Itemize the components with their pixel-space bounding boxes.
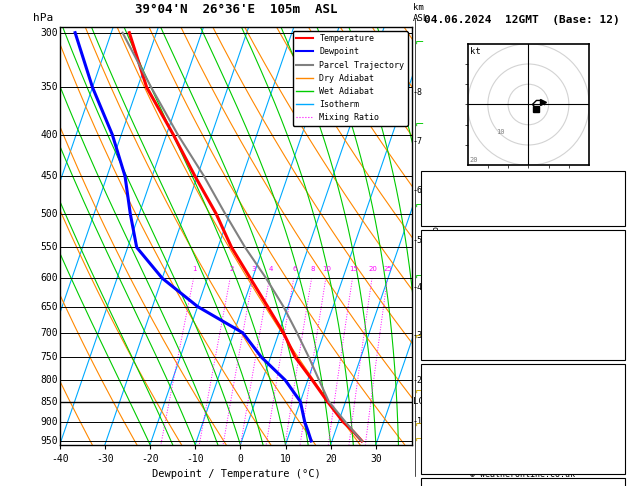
Text: CIN (J): CIN (J): [426, 461, 464, 469]
Text: 1: 1: [192, 266, 197, 272]
Text: Hodograph: Hodograph: [496, 483, 550, 486]
Text: K: K: [426, 176, 432, 185]
Text: -7: -7: [413, 137, 423, 146]
Text: 400: 400: [41, 130, 58, 139]
Text: Lifted Index: Lifted Index: [426, 424, 491, 433]
Text: © weatheronline.co.uk: © weatheronline.co.uk: [470, 469, 574, 479]
Text: ⌐: ⌐: [415, 39, 425, 49]
Text: -2: -2: [610, 309, 621, 318]
Text: 332: 332: [604, 291, 621, 299]
Legend: Temperature, Dewpoint, Parcel Trajectory, Dry Adiabat, Wet Adiabat, Isotherm, Mi: Temperature, Dewpoint, Parcel Trajectory…: [293, 31, 408, 125]
Text: 800: 800: [41, 375, 58, 385]
Text: -8: -8: [413, 88, 423, 97]
Text: θₑ(K): θₑ(K): [426, 291, 454, 299]
Text: 350: 350: [41, 82, 58, 92]
Text: 450: 450: [41, 171, 58, 181]
Text: 6: 6: [292, 266, 297, 272]
X-axis label: Dewpoint / Temperature (°C): Dewpoint / Temperature (°C): [152, 469, 320, 479]
Text: 4: 4: [269, 266, 272, 272]
Text: ⌐: ⌐: [415, 273, 425, 283]
Text: 2.39: 2.39: [599, 213, 621, 222]
Text: PW (cm): PW (cm): [426, 213, 464, 222]
Text: Mixing Ratio  (g/kg): Mixing Ratio (g/kg): [432, 186, 441, 286]
Text: 950: 950: [41, 436, 58, 446]
Text: 10: 10: [322, 266, 331, 272]
Text: Lifted Index: Lifted Index: [426, 309, 491, 318]
Text: 750: 750: [41, 352, 58, 362]
Text: 900: 900: [41, 417, 58, 427]
Text: Temp (°C): Temp (°C): [426, 254, 475, 262]
Text: 04.06.2024  12GMT  (Base: 12): 04.06.2024 12GMT (Base: 12): [424, 15, 620, 25]
Text: hPa: hPa: [33, 13, 53, 22]
Text: LCL: LCL: [413, 397, 429, 406]
Text: 999: 999: [604, 387, 621, 396]
Text: 20: 20: [369, 266, 377, 272]
Text: kt: kt: [470, 48, 481, 56]
Text: 2: 2: [229, 266, 233, 272]
Text: θₑ (K): θₑ (K): [426, 405, 459, 414]
Text: -5: -5: [413, 236, 423, 245]
Text: 48: 48: [610, 194, 621, 203]
Text: -3: -3: [413, 331, 423, 340]
Text: Pressure (mb): Pressure (mb): [426, 387, 496, 396]
Text: ⌐: ⌐: [415, 421, 425, 431]
Text: Totals Totals: Totals Totals: [426, 194, 496, 203]
Text: 15: 15: [349, 266, 358, 272]
Text: 359: 359: [604, 346, 621, 355]
Text: ⌐: ⌐: [415, 121, 425, 131]
Text: 39°04'N  26°36'E  105m  ASL: 39°04'N 26°36'E 105m ASL: [135, 3, 337, 17]
Text: 600: 600: [41, 273, 58, 283]
Text: 332: 332: [604, 405, 621, 414]
Text: 700: 700: [41, 328, 58, 338]
Text: 850: 850: [41, 397, 58, 407]
Text: ⌐: ⌐: [415, 202, 425, 211]
Text: 359: 359: [604, 461, 621, 469]
Text: -4: -4: [413, 283, 423, 292]
Text: Dewp (°C): Dewp (°C): [426, 272, 475, 281]
Text: 550: 550: [41, 243, 58, 252]
Text: CAPE (J): CAPE (J): [426, 442, 469, 451]
Text: CIN (J): CIN (J): [426, 346, 464, 355]
Text: -6: -6: [413, 187, 423, 195]
Text: 25: 25: [384, 266, 392, 272]
Text: 368: 368: [604, 328, 621, 336]
Text: 26: 26: [610, 176, 621, 185]
Text: 3: 3: [252, 266, 256, 272]
Text: CAPE (J): CAPE (J): [426, 328, 469, 336]
Text: 500: 500: [41, 208, 58, 219]
Text: 368: 368: [604, 442, 621, 451]
Text: ⌐: ⌐: [415, 388, 425, 398]
Text: -2: -2: [413, 377, 423, 385]
Text: 8: 8: [310, 266, 315, 272]
Text: Most Unstable: Most Unstable: [485, 368, 561, 378]
Text: 26.6: 26.6: [599, 254, 621, 262]
Text: ⌐: ⌐: [415, 436, 425, 446]
Text: 20: 20: [469, 156, 477, 163]
Text: -2: -2: [610, 424, 621, 433]
Text: 15.4: 15.4: [599, 272, 621, 281]
Text: 10: 10: [496, 129, 505, 135]
Text: 300: 300: [41, 28, 58, 38]
Text: Surface: Surface: [503, 235, 543, 244]
Text: -1: -1: [413, 417, 423, 426]
Text: 650: 650: [41, 301, 58, 312]
Text: km
ASL: km ASL: [413, 3, 429, 22]
Text: ⌐: ⌐: [415, 333, 425, 343]
